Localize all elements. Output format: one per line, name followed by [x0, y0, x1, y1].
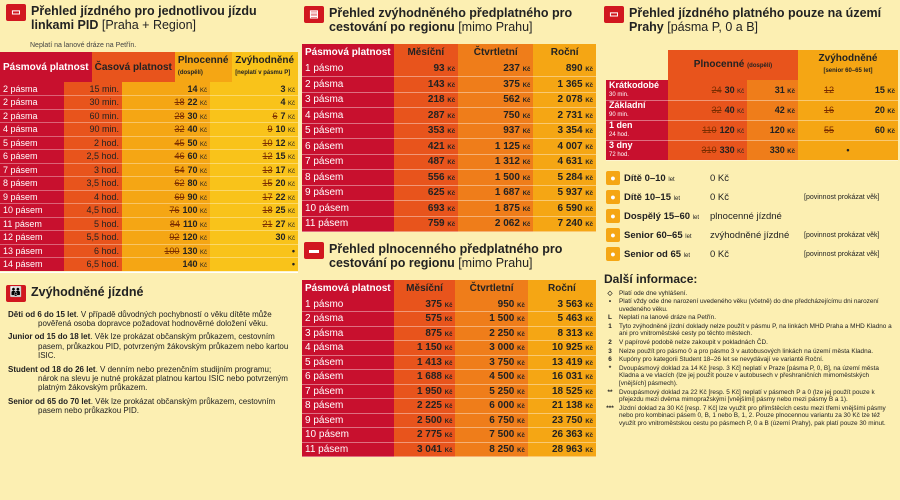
info-item: 1 Tyto zvýhodněné jízdní doklady nelze po… — [608, 322, 892, 338]
table-row: 9 pásem 2 500 Kč 6 750 Kč 23 750 Kč — [302, 413, 596, 428]
table-row: 4 pásma 287 Kč 750 Kč 2 731 Kč — [302, 107, 596, 124]
table-row: 5 pásem 2 hod. 45 50 Kč 10 12 Kč — [0, 136, 298, 150]
table-row: 6 pásem 1 688 Kč 4 500 Kč 16 031 Kč — [302, 369, 596, 385]
info-item: ** Dvoupásmový doklad za 22 Kč [resp. 5 K… — [607, 388, 875, 404]
table-row: 14 pásem 6,5 hod. 140 Kč • — [0, 257, 298, 272]
ticket-icon: ▭ — [604, 6, 624, 23]
card-icon: ▤ — [304, 6, 324, 23]
category-list: ● Dítě 0–10 let 0 Kč ● Dítě 10–15 let 0 Kč [po… — [600, 161, 900, 264]
discount-title: 👪 Zvýhodněné jízdné — [0, 273, 298, 310]
table-row: 11 pásem 759 Kč 2 062 Kč 7 240 Kč — [302, 216, 596, 232]
person-icon: ● — [606, 247, 620, 261]
discount-list: Děti od 6 do 15 let. V případě důvodných… — [0, 310, 298, 416]
table-row: 9 pásem 625 Kč 1 687 Kč 5 937 Kč — [302, 185, 596, 201]
table-row: 4 pásma 90 min. 32 40 Kč 9 10 Kč — [0, 122, 298, 137]
table-header: Pásmová platnost Měsíční Čtvrtletní Roční — [302, 280, 596, 297]
prague-fare-title: ▭ Přehled jízdného platného pouze na úze… — [600, 0, 900, 50]
single-fare-title: ▭ Přehled jízdného pro jednotlivou jízdu… — [0, 0, 298, 42]
list-item: Děti od 6 do 15 let. V případě důvodných… — [8, 309, 272, 328]
category-item: ● Senior 60–65 let zvýhodněné jízdné [povin… — [606, 226, 894, 245]
table-row: 5 pásem 1 413 Kč 3 750 Kč 13 419 Kč — [302, 355, 596, 370]
table-row: 12 pásem 5,5 hod. 92 120 Kč 30 Kč — [0, 230, 298, 245]
table-row: 8 pásem 2 225 Kč 6 000 Kč 21 138 Kč — [302, 398, 596, 414]
table-header: Plnocenné (dospělí) Zvýhodněné [senior 60–… — [606, 50, 898, 80]
info-item: *** Jízdní doklad za 30 Kč [resp. 7 Kč] l… — [606, 404, 886, 427]
table-row: 10 pásem 4,5 hod. 76 100 Kč 18 25 Kč — [0, 203, 298, 218]
table-row: 4 pásma 1 150 Kč 3 000 Kč 10 925 Kč — [302, 340, 596, 356]
info-item: ◇ Platí ode dne vyhlášení. — [607, 289, 688, 297]
table-row: 5 pásem 353 Kč 937 Kč 3 354 Kč — [302, 123, 596, 139]
category-item: ● Dítě 10–15 let 0 Kč [povinnost prokázat v… — [606, 188, 894, 207]
table-row: 3 pásma 218 Kč 562 Kč 2 078 Kč — [302, 92, 596, 108]
category-item: ● Dítě 0–10 let 0 Kč — [606, 169, 894, 188]
person-icon: ● — [606, 228, 620, 242]
list-item: Student od 18 do 26 let. V denním nebo p… — [8, 364, 288, 393]
info-item: • Platí vždy ode dne narození uvedeného v… — [608, 298, 879, 313]
table-row: 13 pásem 6 hod. 100 130 Kč • — [0, 244, 298, 258]
family-icon: 👪 — [6, 284, 26, 302]
table-row: 11 pásem 5 hod. 84 110 Kč 21 27 Kč — [0, 217, 298, 231]
table-row: 7 pásem 3 hod. 54 70 Kč 13 17 Kč — [0, 163, 298, 177]
ticket-icon: ▭ — [6, 4, 26, 21]
table-header: Pásmová platnost Měsíční Čtvrtletní Roční — [302, 44, 596, 61]
info-item: 3 Nelze použít pro pásmo 0 a pro pásmo 3 … — [608, 347, 873, 355]
person-icon: ● — [606, 171, 620, 185]
info-item: 6 Kupóny pro kategorii Student 18–26 let … — [608, 356, 824, 364]
table-row: 1 pásmo 375 Kč 950 Kč 3 563 Kč — [302, 297, 596, 312]
info-item: * Dvoupásmový doklad za 14 Kč [resp. 3 Kč… — [608, 364, 879, 388]
category-item: ● Dospělý 15–60 let plnocenné jízdné — [606, 207, 894, 226]
table-row: Krátkodobé 30 min. 24 30 Kč 31 Kč 12 15 Kč — [606, 80, 898, 101]
table-row: 10 pásem 693 Kč 1 875 Kč 6 590 Kč — [302, 200, 596, 217]
table-row: 2 pásma 143 Kč 375 Kč 1 365 Kč — [302, 76, 596, 93]
table-row: 1 den 24 hod. 110 120 Kč 120 Kč 55 60 Kč — [606, 120, 898, 141]
list-item: Senior od 65 do 70 let. Věk lze prokázat… — [8, 396, 276, 416]
table-row: 7 pásem 487 Kč 1 312 Kč 4 631 Kč — [302, 154, 596, 170]
single-fare-table: Pásmová platnost Časová platnost Plnocenné… — [0, 52, 298, 82]
table-row: 11 pásem 3 041 Kč 8 250 Kč 28 963 Kč — [302, 442, 596, 457]
prague-fare-table: Plnocenné (dospělí) Zvýhodněné [senior 60–… — [606, 50, 898, 161]
category-item: ● Senior od 65 let 0 Kč [povinnost prokázat… — [606, 245, 894, 264]
table-row: 1 pásmo 93 Kč 237 Kč 890 Kč — [302, 61, 596, 77]
info-item: L Neplatí na lanové dráze na Petřín. — [608, 314, 716, 322]
list-item: Junior od 15 do 18 let. Věk lze prokázat… — [8, 332, 289, 361]
card-icon: ▬ — [304, 242, 324, 259]
table-row: 6 pásem 421 Kč 1 125 Kč 4 007 Kč — [302, 138, 596, 155]
table-row: 10 pásem 2 775 Kč 7 500 Kč 26 363 Kč — [302, 427, 596, 443]
regional-full-title: ▬ Přehled plnocenného předplatného pro c… — [302, 232, 596, 280]
regional-discount-title: ▤ Přehled zvýhodněného předplatného pro … — [302, 0, 596, 44]
info-list: ◇ Platí ode dne vyhlášení. • Platí vždy ode… — [600, 290, 900, 428]
table-row: 8 pásem 3,5 hod. 62 80 Kč 15 20 Kč — [0, 176, 298, 191]
single-fare-rows: 2 pásma 15 min. 14 Kč 3 Kč 2 pásma 30 min. 18 2… — [0, 82, 298, 272]
person-icon: ● — [606, 209, 620, 223]
regional-full-table: Pásmová platnost Měsíční Čtvrtletní Roční 1 … — [302, 280, 596, 457]
person-icon: ● — [606, 190, 620, 204]
table-row: 7 pásem 1 950 Kč 5 250 Kč 18 525 Kč — [302, 384, 596, 399]
table-row: 2 pásma 15 min. 14 Kč 3 Kč — [0, 82, 298, 96]
table-row: Základní 90 min. 32 40 Kč 42 Kč 16 20 Kč — [606, 100, 898, 121]
table-row: 2 pásma 575 Kč 1 500 Kč 5 463 Kč — [302, 311, 596, 327]
table-row: 9 pásem 4 hod. 69 90 Kč 17 22 Kč — [0, 190, 298, 204]
table-row: 2 pásma 30 min. 18 22 Kč 4 Kč — [0, 95, 298, 110]
table-row: 8 pásem 556 Kč 1 500 Kč 5 284 Kč — [302, 169, 596, 186]
table-row: 3 pásma 875 Kč 2 250 Kč 8 313 Kč — [302, 326, 596, 341]
table-row: 2 pásma 60 min. 28 30 Kč 6 7 Kč — [0, 109, 298, 123]
table-row: 6 pásem 2,5 hod. 46 60 Kč 12 15 Kč — [0, 149, 298, 164]
info-title: Další informace: — [604, 271, 698, 286]
table-row: 3 dny 72 hod. 310 330 Kč 330 Kč • — [606, 140, 898, 161]
single-fare-note: Neplatí na lanové dráze na Petřín. — [30, 42, 137, 49]
regional-discount-table: Pásmová platnost Měsíční Čtvrtletní Roční 1 … — [302, 44, 596, 232]
